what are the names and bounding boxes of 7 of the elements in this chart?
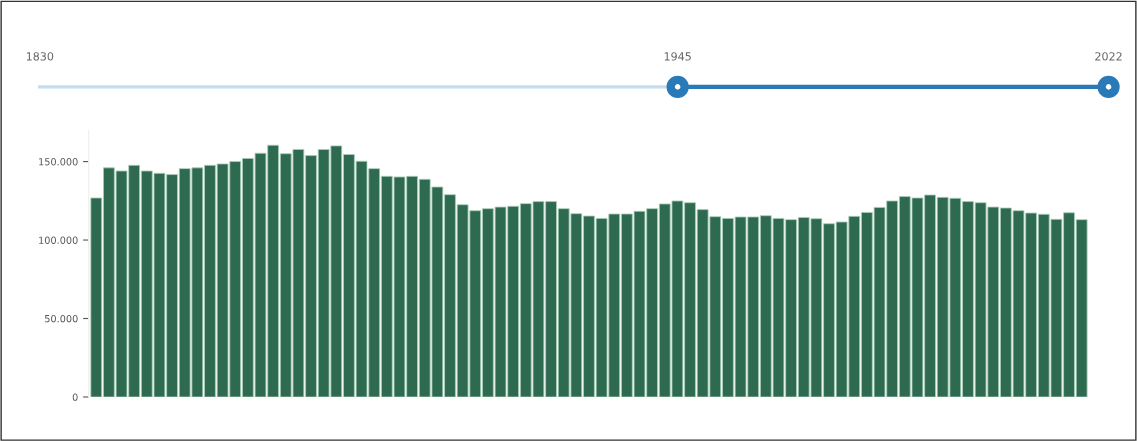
y-tick-label: 0 xyxy=(72,393,78,401)
y-tick-label: 100.000 xyxy=(39,236,78,244)
text: 1945 xyxy=(664,52,691,61)
y-tick-label: 50.000 xyxy=(45,314,78,323)
y-tick-label: 150.000 xyxy=(39,158,78,166)
text: 1830 xyxy=(26,52,54,61)
text: 2022 xyxy=(1095,52,1122,61)
